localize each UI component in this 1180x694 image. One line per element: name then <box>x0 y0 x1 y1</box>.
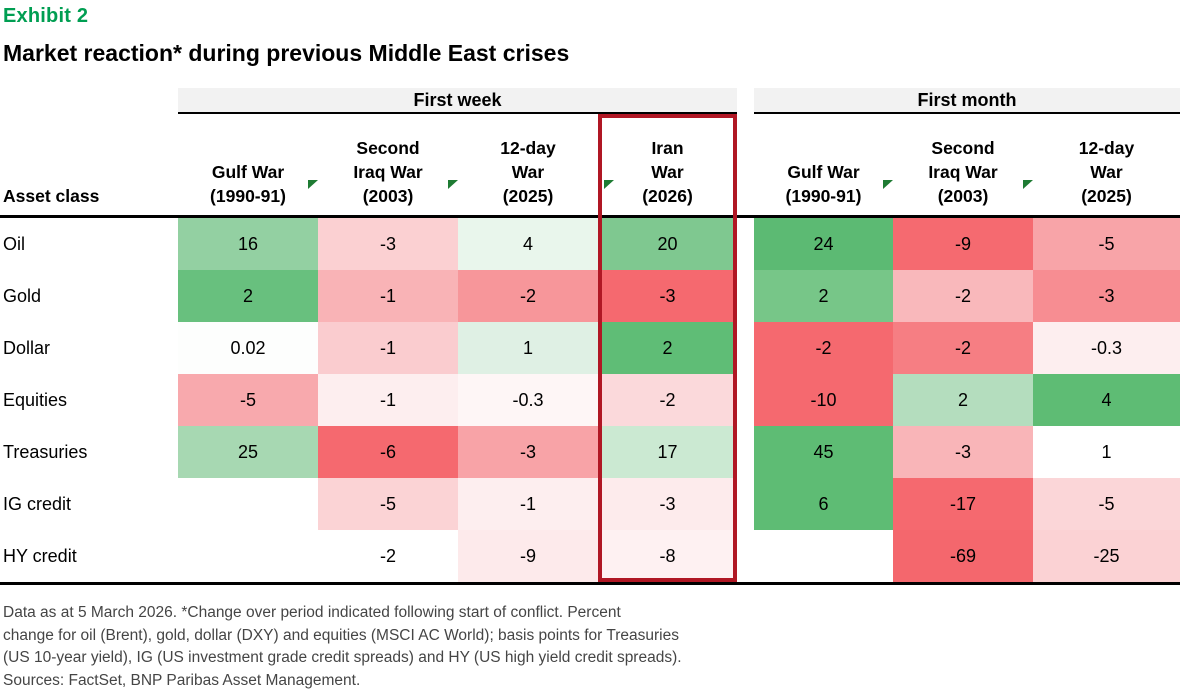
column-header-month-second-iraq-war: Second Iraq War (2003) <box>883 114 1033 218</box>
marker-triangle-icon <box>448 180 458 189</box>
group-header-first-week: First week <box>178 88 737 114</box>
data-cell: -3 <box>893 426 1033 478</box>
data-cell: -1 <box>318 322 458 374</box>
column-header-week-12-day-war: 12-day War (2025) <box>448 114 598 218</box>
data-cell: -17 <box>893 478 1033 530</box>
data-cell: 4 <box>458 218 598 270</box>
data-cell: -10 <box>754 374 893 426</box>
marker-triangle-icon <box>883 180 893 189</box>
data-cell: -2 <box>893 322 1033 374</box>
marker-triangle-icon <box>604 180 614 189</box>
data-cell: -5 <box>178 374 318 426</box>
data-cell: -0.3 <box>458 374 598 426</box>
data-cell: -1 <box>318 270 458 322</box>
row-label-ig-credit: IG credit <box>0 478 178 530</box>
data-cell: -3 <box>598 270 737 322</box>
data-cell: -3 <box>318 218 458 270</box>
data-cell: 2 <box>178 270 318 322</box>
data-cell: 6 <box>754 478 893 530</box>
data-cell: 20 <box>598 218 737 270</box>
data-cell: 17 <box>598 426 737 478</box>
footnote: Data as at 5 March 2026. *Change over pe… <box>3 604 682 689</box>
data-cell: -5 <box>1033 478 1180 530</box>
data-cell: -5 <box>1033 218 1180 270</box>
data-cell: -2 <box>754 322 893 374</box>
data-cell: -3 <box>1033 270 1180 322</box>
data-cell: 0.02 <box>178 322 318 374</box>
data-cell: -1 <box>458 478 598 530</box>
row-gap <box>737 322 754 374</box>
group-header-spacer <box>0 88 178 114</box>
data-cell <box>178 530 318 582</box>
row-label-gold: Gold <box>0 270 178 322</box>
column-header-week-second-iraq-war: Second Iraq War (2003) <box>308 114 458 218</box>
column-header-week-gulf-war: Gulf War (1990-91) <box>178 114 318 218</box>
data-cell: 2 <box>754 270 893 322</box>
row-label-hy-credit: HY credit <box>0 530 178 582</box>
data-cell: -6 <box>318 426 458 478</box>
row-gap <box>737 218 754 270</box>
data-cell: -2 <box>598 374 737 426</box>
data-cell: 45 <box>754 426 893 478</box>
row-gap <box>737 374 754 426</box>
column-header-month-12-day-war: 12-day War (2025) <box>1023 114 1180 218</box>
column-header-week-iran-war: Iran War (2026) <box>598 114 737 218</box>
page-title: Market reaction* during previous Middle … <box>3 40 570 66</box>
data-cell: 16 <box>178 218 318 270</box>
data-cell: -2 <box>318 530 458 582</box>
marker-triangle-icon <box>1023 180 1033 189</box>
data-cell: -3 <box>458 426 598 478</box>
data-cell <box>178 478 318 530</box>
data-cell: -9 <box>893 218 1033 270</box>
data-cell: -8 <box>598 530 737 582</box>
data-cell: -5 <box>318 478 458 530</box>
row-label-treasuries: Treasuries <box>0 426 178 478</box>
row-label-equities: Equities <box>0 374 178 426</box>
header-gap <box>737 114 754 218</box>
data-cell: 2 <box>893 374 1033 426</box>
row-gap <box>737 478 754 530</box>
data-cell: 24 <box>754 218 893 270</box>
column-header-month-gulf-war: Gulf War (1990-91) <box>754 114 893 218</box>
data-cell: 2 <box>598 322 737 374</box>
data-cell <box>754 530 893 582</box>
data-cell: -2 <box>458 270 598 322</box>
data-cell: 1 <box>458 322 598 374</box>
data-cell: -1 <box>318 374 458 426</box>
group-gap <box>737 88 754 114</box>
row-gap <box>737 270 754 322</box>
data-cell: -0.3 <box>1033 322 1180 374</box>
row-label-dollar: Dollar <box>0 322 178 374</box>
data-cell: -69 <box>893 530 1033 582</box>
market-reaction-table: First week First month Asset class Gulf War… <box>0 88 1180 585</box>
data-cell: -3 <box>598 478 737 530</box>
row-gap <box>737 426 754 478</box>
data-cell: -25 <box>1033 530 1180 582</box>
exhibit-label: Exhibit 2 <box>3 5 89 27</box>
row-gap <box>737 530 754 582</box>
data-cell: 4 <box>1033 374 1180 426</box>
row-label-oil: Oil <box>0 218 178 270</box>
data-cell: -2 <box>893 270 1033 322</box>
group-header-first-month: First month <box>754 88 1180 114</box>
data-cell: 25 <box>178 426 318 478</box>
data-cell: 1 <box>1033 426 1180 478</box>
marker-triangle-icon <box>308 180 318 189</box>
asset-class-header: Asset class <box>0 114 178 218</box>
data-cell: -9 <box>458 530 598 582</box>
